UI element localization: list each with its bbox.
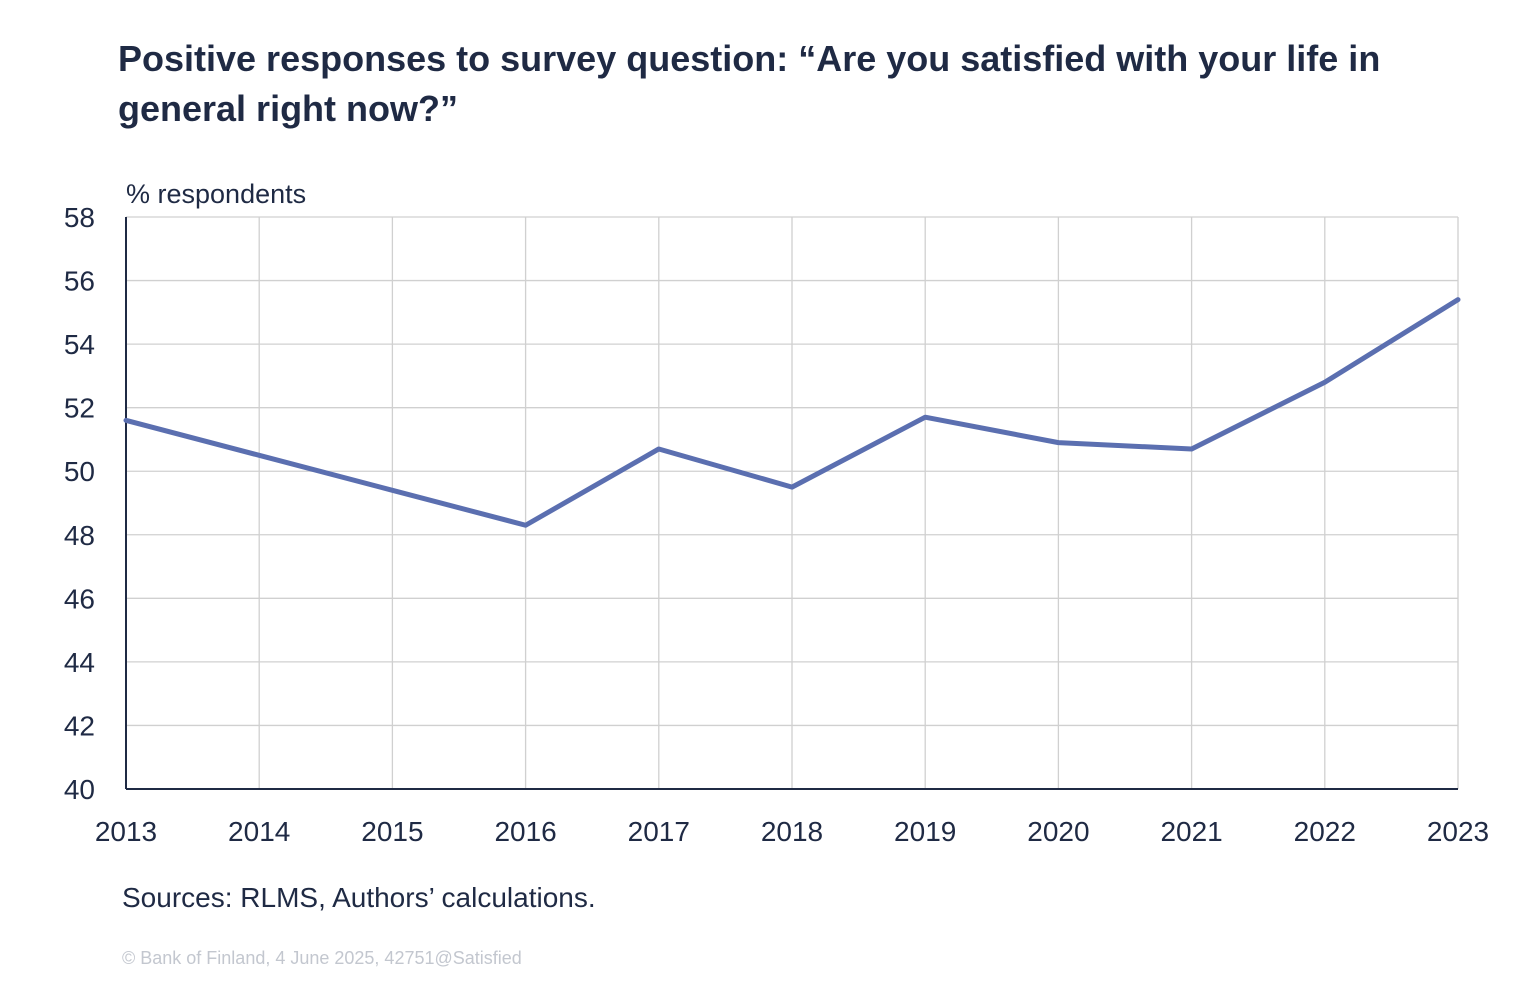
x-tick-label: 2019 xyxy=(894,816,956,847)
x-tick-label: 2013 xyxy=(95,816,157,847)
gridlines xyxy=(126,216,1459,789)
y-tick-label: 42 xyxy=(64,710,95,741)
x-axis: 2013 2014 2015 2016 2017 2018 2019 2020 2021 2022… xyxy=(95,788,1489,847)
y-axis: 40 42 44 46 48 50 52 54 56 58 xyxy=(64,202,127,805)
source-note: Sources: RLMS, Authors’ calculations. xyxy=(122,882,596,913)
y-axis-unit-label: % respondents xyxy=(126,179,306,209)
x-tick-label: 2020 xyxy=(1027,816,1089,847)
y-tick-label: 48 xyxy=(64,520,95,551)
chart-title: Positive responses to survey question: “… xyxy=(118,38,1381,129)
x-tick-label: 2021 xyxy=(1160,816,1222,847)
y-tick-label: 54 xyxy=(64,329,95,360)
y-tick-label: 40 xyxy=(64,774,95,805)
x-tick-label: 2017 xyxy=(628,816,690,847)
x-tick-label: 2016 xyxy=(494,816,556,847)
x-tick-label: 2022 xyxy=(1294,816,1356,847)
x-tick-label: 2014 xyxy=(228,816,290,847)
series-line xyxy=(123,297,1461,528)
y-tick-label: 52 xyxy=(64,393,95,424)
x-tick-label: 2018 xyxy=(761,816,823,847)
y-tick-label: 50 xyxy=(64,456,95,487)
y-tick-label: 46 xyxy=(64,583,95,614)
y-tick-label: 44 xyxy=(64,647,95,678)
y-tick-label: 58 xyxy=(64,202,95,233)
copyright-note: © Bank of Finland, 4 June 2025, 42751@Sa… xyxy=(122,948,522,968)
series xyxy=(123,297,1461,528)
y-tick-label: 56 xyxy=(64,266,95,297)
x-tick-label: 2023 xyxy=(1427,816,1489,847)
x-tick-label: 2015 xyxy=(361,816,423,847)
